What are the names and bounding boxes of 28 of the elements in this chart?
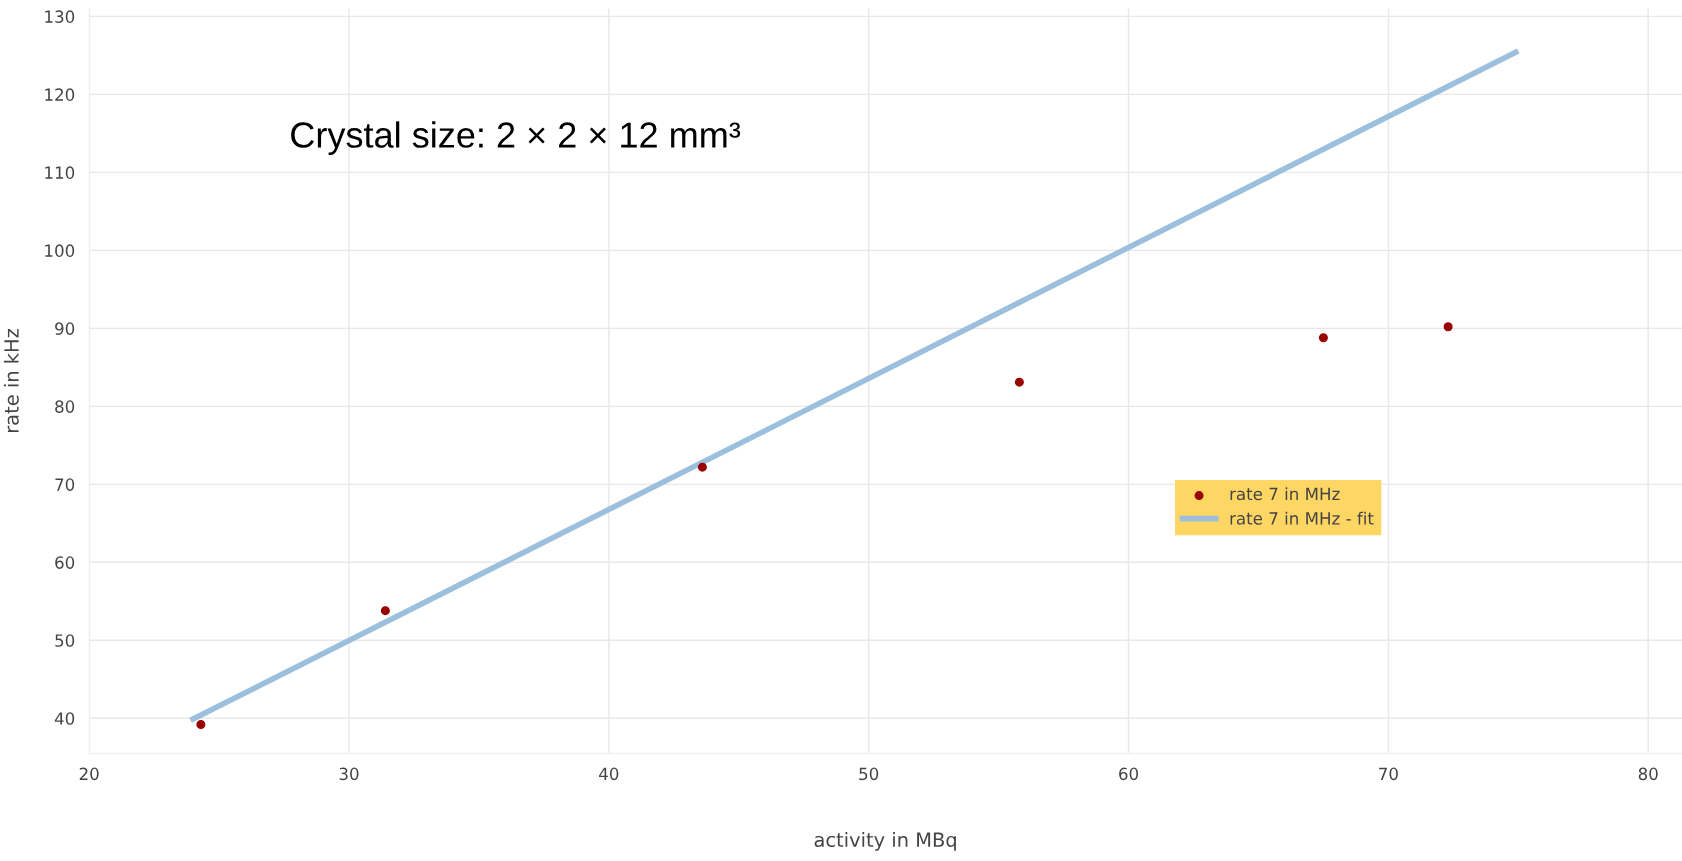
y-tick-label: 110	[45, 166, 75, 179]
point	[697, 462, 707, 472]
x-tick-label: 30	[339, 767, 359, 781]
y-tick-label: 90	[55, 322, 75, 335]
y-tick-label: 80	[55, 400, 75, 413]
y-tick-label: 120	[45, 88, 75, 101]
point	[1443, 322, 1453, 332]
x-tick-label: 40	[599, 767, 619, 781]
x-tick-label: 60	[1119, 767, 1139, 781]
y-tick-label: 100	[45, 244, 75, 257]
x-tick-label: 70	[1379, 767, 1398, 781]
y-tick-label: 70	[55, 478, 75, 491]
legend-label: rate 7 in MHz - fit	[1230, 511, 1374, 525]
y-tick-label: 50	[55, 634, 75, 647]
point	[196, 720, 206, 730]
y-axis-title: rate in kHz	[3, 328, 19, 433]
x-tick-label: 50	[859, 767, 879, 781]
x-tick-label: 20	[79, 767, 99, 781]
y-tick-label: 60	[55, 556, 75, 569]
point	[1014, 377, 1024, 387]
x-axis-title: activity in MBq	[814, 832, 956, 851]
y-tick-label: 130	[45, 10, 75, 23]
point	[380, 606, 390, 616]
legend-label: rate 7 in MHz	[1230, 487, 1340, 501]
x-tick-label: 80	[1638, 767, 1658, 781]
annotation: Crystal size: 2 × 2 × 12 mm³	[291, 121, 741, 155]
y-tick-label: 40	[54, 712, 75, 725]
point	[1318, 333, 1328, 343]
